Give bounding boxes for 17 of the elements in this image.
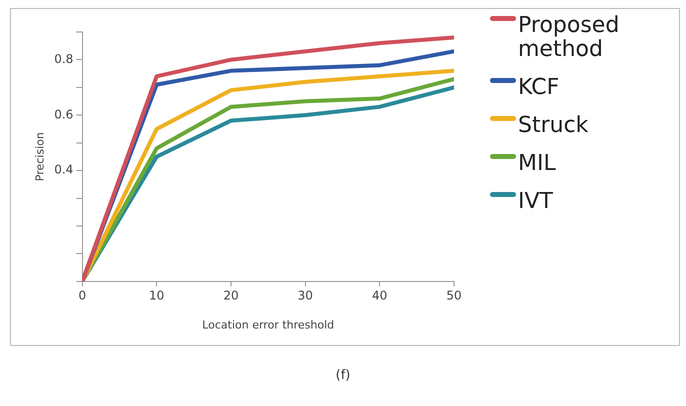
legend-label: IVT (518, 189, 553, 214)
x-tick-label: 0 (78, 288, 86, 303)
x-tick-label: 10 (148, 288, 164, 303)
x-axis-title: Location error threshold (202, 318, 334, 332)
text: (f) (334, 368, 352, 383)
x-tick-label: 20 (223, 288, 239, 303)
y-axis-title: Precision (33, 132, 46, 182)
x-tick-label: 40 (372, 288, 388, 303)
y-tick-label: 0.4 (54, 162, 74, 177)
legend-label: Proposed method (518, 13, 620, 62)
legend-label: Struck (518, 113, 588, 138)
x-tick-label: 30 (298, 288, 313, 303)
legend-label: MIL (518, 151, 556, 176)
y-tick-label: 0.6 (54, 107, 74, 122)
x-tick-label: 50 (446, 288, 462, 303)
legend-label: KCF (518, 75, 560, 100)
y-tick-label: 0.8 (54, 52, 74, 66)
